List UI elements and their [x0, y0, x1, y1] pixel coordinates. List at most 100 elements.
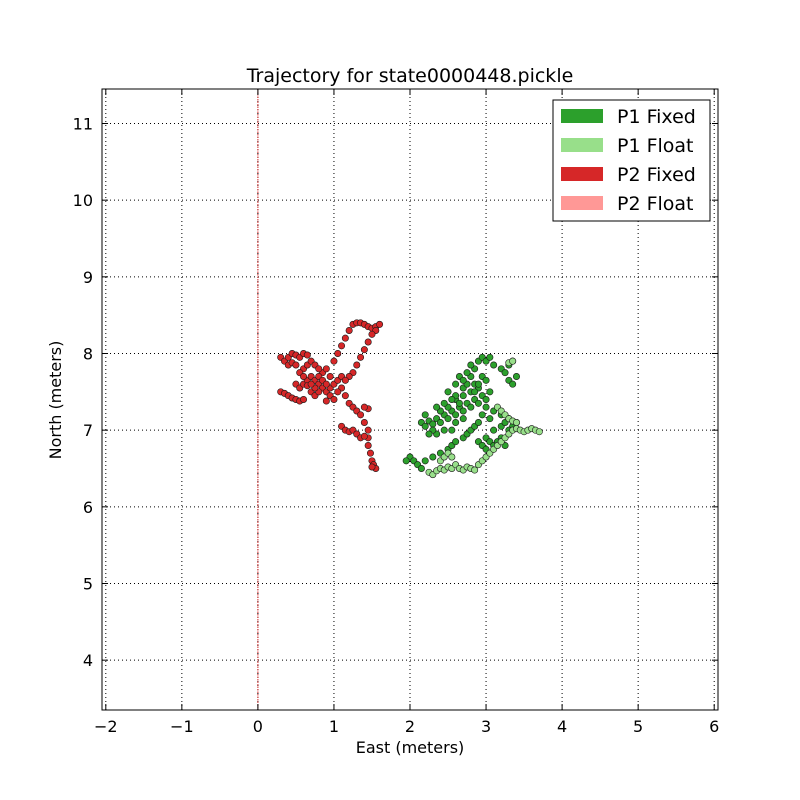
legend-label: P1 Float: [617, 135, 694, 157]
data-point: [512, 372, 520, 380]
data-point: [429, 453, 437, 461]
data-point: [440, 399, 448, 407]
data-point: [440, 426, 448, 434]
data-point: [421, 457, 429, 465]
series-p1-float: [425, 357, 543, 479]
data-point: [417, 464, 425, 472]
x-tick-label: −2: [94, 717, 118, 736]
data-point: [360, 346, 368, 354]
data-point: [376, 320, 384, 328]
data-point: [360, 418, 368, 426]
data-points-layer: [277, 319, 543, 479]
x-tick-label: 4: [557, 717, 567, 736]
data-point: [368, 463, 376, 471]
data-point: [357, 411, 365, 419]
data-point: [452, 411, 460, 419]
x-tick-label: −1: [170, 717, 194, 736]
data-point: [421, 411, 429, 419]
data-point: [448, 453, 456, 461]
y-tick-label: 10: [73, 191, 93, 210]
data-point: [364, 338, 372, 346]
data-point: [448, 426, 456, 434]
data-point: [471, 388, 479, 396]
series-p2-fixed: [277, 319, 384, 472]
data-point: [486, 353, 494, 361]
x-tick-label: 6: [709, 717, 719, 736]
data-point: [341, 392, 349, 400]
data-point: [463, 369, 471, 377]
data-point: [330, 357, 338, 365]
legend-label: P2 Fixed: [617, 164, 696, 186]
y-tick-label: 8: [83, 345, 93, 364]
y-tick-label: 11: [73, 115, 93, 134]
x-axis-tick-labels: −2 −1 0 1 2 3 4 5 6: [94, 717, 719, 736]
data-point: [364, 441, 372, 449]
data-point: [471, 466, 479, 474]
data-point: [334, 388, 342, 396]
data-point: [459, 392, 467, 400]
x-tick-label: 3: [481, 717, 491, 736]
data-point: [467, 361, 475, 369]
data-point: [338, 342, 346, 350]
data-point: [452, 418, 460, 426]
data-point: [322, 380, 330, 388]
data-point: [322, 365, 330, 373]
data-point: [459, 407, 467, 415]
y-axis-tick-labels: 4 5 6 7 8 9 10 11: [73, 115, 93, 671]
data-point: [512, 418, 520, 426]
data-point: [444, 388, 452, 396]
data-point: [360, 403, 368, 411]
data-point: [474, 418, 482, 426]
legend-swatch: [561, 138, 603, 152]
data-point: [300, 372, 308, 380]
data-point: [322, 397, 330, 405]
axis-ticks: [102, 89, 718, 710]
data-point: [535, 428, 543, 436]
legend-entries: P1 Fixed P1 Float P2 Fixed P2 Float: [561, 106, 696, 215]
y-axis-label: North (meters): [46, 341, 65, 460]
data-point: [421, 422, 429, 430]
data-point: [436, 418, 444, 426]
data-point: [452, 380, 460, 388]
data-point: [459, 415, 467, 423]
data-point: [455, 399, 463, 407]
y-tick-label: 5: [83, 575, 93, 594]
data-point: [459, 376, 467, 384]
y-tick-label: 7: [83, 421, 93, 440]
data-point: [330, 395, 338, 403]
data-point: [452, 438, 460, 446]
x-tick-label: 5: [633, 717, 643, 736]
data-point: [433, 403, 441, 411]
x-tick-label: 1: [329, 717, 339, 736]
chart-title: Trajectory for state0000448.pickle: [246, 65, 574, 87]
data-point: [501, 369, 509, 377]
data-point: [482, 403, 490, 411]
data-point: [490, 361, 498, 369]
data-point: [509, 380, 517, 388]
data-point: [486, 415, 494, 423]
data-point: [353, 361, 361, 369]
data-point: [326, 372, 334, 380]
data-point: [315, 365, 323, 373]
x-tick-label: 0: [253, 717, 263, 736]
legend-label: P2 Float: [617, 193, 694, 215]
data-point: [490, 426, 498, 434]
y-tick-label: 6: [83, 498, 93, 517]
y-tick-label: 4: [83, 651, 93, 670]
data-point: [402, 457, 410, 465]
data-point: [486, 388, 494, 396]
grid-lines: [102, 89, 718, 710]
data-point: [448, 395, 456, 403]
data-point: [360, 432, 368, 440]
data-point: [307, 380, 315, 388]
data-point: [345, 326, 353, 334]
legend: P1 Fixed P1 Float P2 Fixed P2 Float: [552, 99, 711, 222]
data-point: [474, 399, 482, 407]
data-point: [357, 353, 365, 361]
x-tick-label: 2: [405, 717, 415, 736]
data-point: [300, 395, 308, 403]
data-point: [425, 430, 433, 438]
legend-swatch: [561, 167, 603, 181]
legend-swatch: [561, 109, 603, 123]
data-point: [341, 376, 349, 384]
